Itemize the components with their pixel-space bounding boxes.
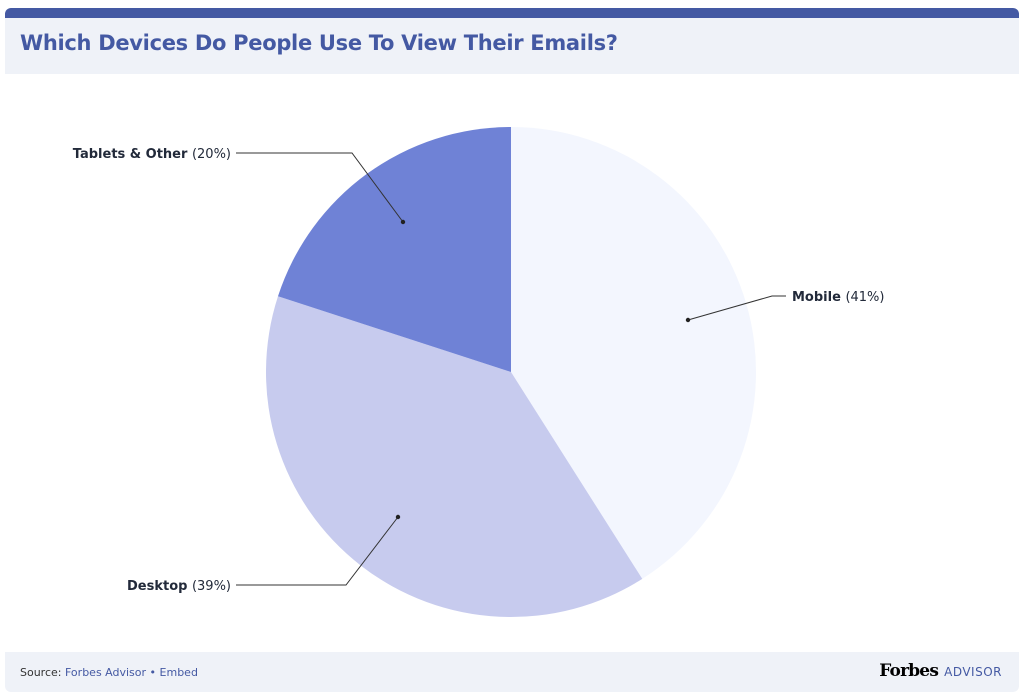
data-label-name: Tablets & Other [73, 147, 192, 162]
footer [5, 652, 1019, 692]
data-label-name: Mobile [792, 290, 845, 305]
leader-dot [400, 219, 406, 225]
chart-title: Which Devices Do People Use To View Thei… [20, 31, 618, 55]
data-label: Tablets & Other (20%) [73, 147, 231, 162]
pie-slice-mobile [511, 127, 757, 579]
leader-line [687, 295, 786, 321]
embed-link[interactable]: Embed [159, 666, 198, 679]
brand-advisor: ADVISOR [944, 665, 1002, 679]
leader-line [236, 152, 404, 223]
data-label: Mobile (41%) [792, 290, 884, 305]
data-label: Desktop (39%) [127, 579, 231, 594]
source-line: Source: Forbes Advisor • Embed [20, 666, 198, 679]
brand-forbes: Forbes [879, 661, 939, 681]
leader-dot [685, 317, 691, 323]
separator: • [149, 666, 157, 679]
leader-line [236, 516, 399, 586]
data-label-name: Desktop [127, 579, 192, 594]
leader-dot [395, 514, 401, 520]
top-accent-bar [5, 8, 1019, 20]
header [5, 18, 1019, 74]
forbes-advisor-logo: Forbes ADVISOR [879, 661, 1002, 681]
source-link[interactable]: Forbes Advisor [65, 666, 147, 679]
source-prefix: Source: [20, 666, 62, 679]
data-label-value: (41%) [845, 290, 884, 305]
data-label-value: (20%) [192, 147, 231, 162]
pie-slice-tablets-other [277, 127, 511, 372]
data-label-value: (39%) [192, 579, 231, 594]
pie-slice-desktop [266, 296, 643, 617]
